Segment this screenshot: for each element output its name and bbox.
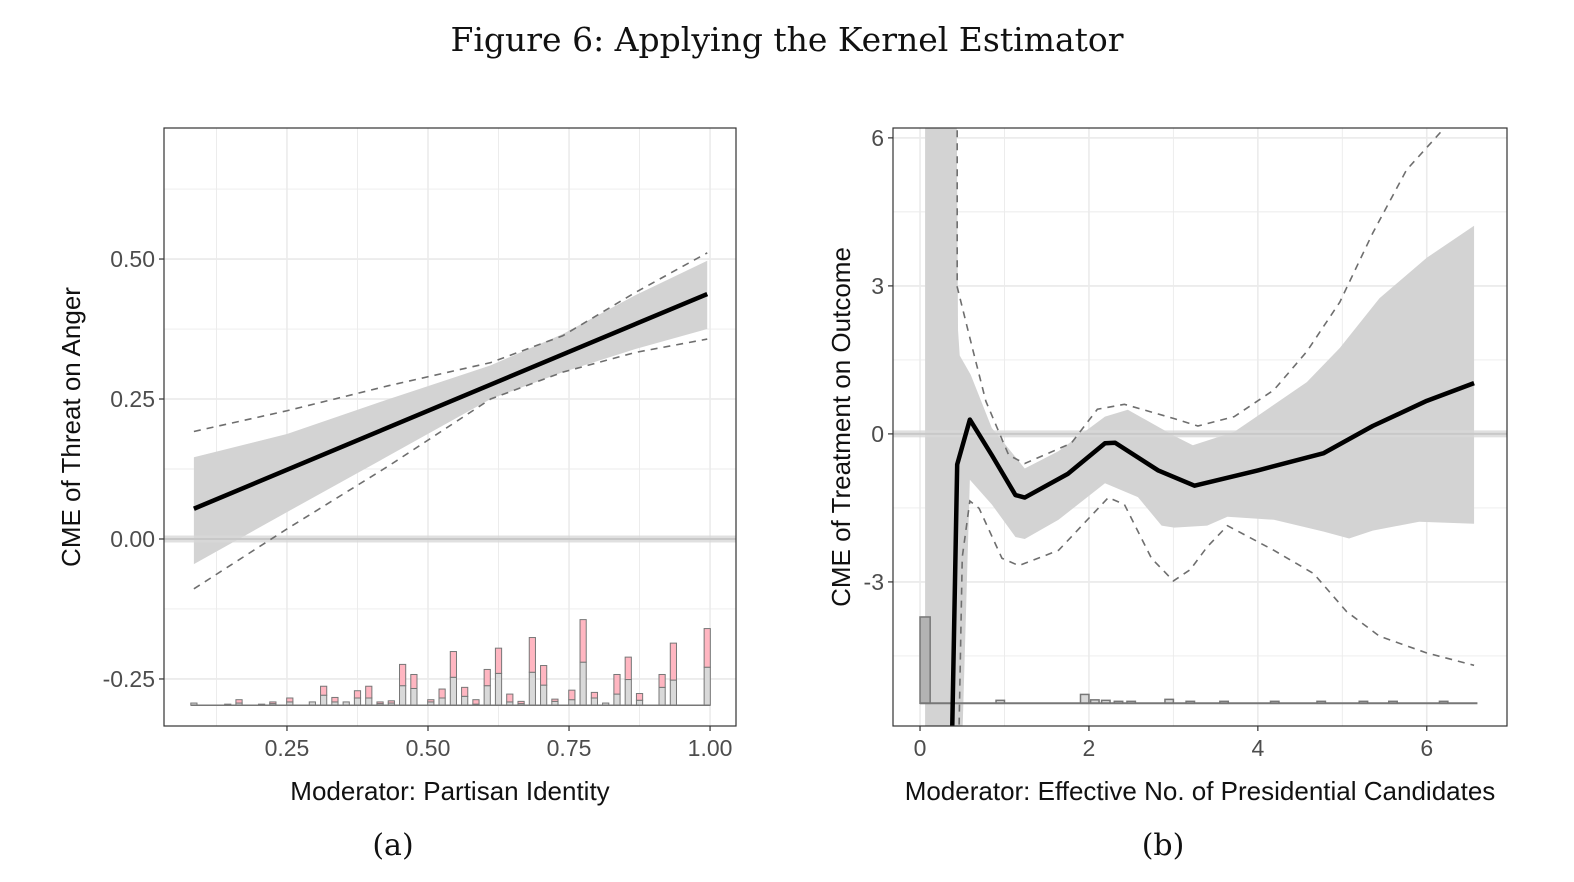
confidence-band xyxy=(193,260,708,565)
histogram-bar-treated xyxy=(399,663,407,687)
x-tick-label: 2 xyxy=(1083,735,1096,761)
x-tick-label: 0.25 xyxy=(265,735,310,761)
histogram-bar-control xyxy=(449,676,457,706)
histogram-bar-treated xyxy=(540,665,548,686)
x-tick-label: 4 xyxy=(1251,735,1264,761)
plot-border xyxy=(163,127,737,727)
histogram-bar-treated xyxy=(472,699,480,705)
histogram-bar-treated xyxy=(286,697,294,703)
caption-a: (a) xyxy=(372,828,414,863)
histogram-bar-control xyxy=(624,679,632,706)
panel-a-chart: 0.25 0.50 0.75 1.00 -0.25 0.00 0.25 0.50 Moderat… xyxy=(56,127,737,806)
histogram-bar-control xyxy=(353,697,362,706)
histogram-bar-control xyxy=(540,684,548,706)
y-tick-label: 3 xyxy=(871,273,884,299)
histogram-bar-treated xyxy=(517,700,525,705)
x-axis-label: Moderator: Effective No. of Presidential… xyxy=(905,776,1496,806)
y-tick-label: 0.50 xyxy=(110,246,155,272)
histogram-bar-control xyxy=(635,699,644,706)
histogram-bar-control xyxy=(528,671,536,706)
histogram-bar-control xyxy=(590,697,599,706)
histogram-bar-control xyxy=(365,697,373,706)
plot-area xyxy=(893,128,1507,726)
y-tick-label: -0.25 xyxy=(103,666,155,692)
histogram-bar-treated xyxy=(494,647,503,674)
figure-title: Figure 6: Applying the Kernel Estimator xyxy=(450,20,1124,59)
histogram-bar-control xyxy=(568,699,576,706)
histogram-bar-treated xyxy=(438,688,446,699)
histogram-bar-treated xyxy=(658,673,666,688)
histogram-bar-treated xyxy=(624,656,632,681)
histogram-bar-treated xyxy=(579,619,587,663)
y-tick-label: 0.25 xyxy=(110,386,155,412)
histogram-bar-treated xyxy=(331,696,339,703)
histogram-bar-control xyxy=(320,694,328,706)
dashed-lower-bound xyxy=(193,338,708,590)
x-axis-label: Moderator: Partisan Identity xyxy=(290,776,609,806)
histogram-bar-treated xyxy=(235,699,243,704)
y-tick-label: 6 xyxy=(871,125,884,151)
dashed-upper-bound xyxy=(193,252,708,433)
histogram-bar-treated xyxy=(376,701,384,705)
x-tick-label: 0.50 xyxy=(406,735,451,761)
histogram-bar-treated xyxy=(449,651,457,678)
y-tick-label: 0 xyxy=(871,421,884,447)
y-tick-label: -3 xyxy=(864,569,884,595)
histogram-bar-control xyxy=(494,672,503,706)
histogram-bar-control xyxy=(613,693,621,706)
histogram-bar-treated xyxy=(528,637,536,673)
histogram-bar-treated xyxy=(387,700,395,704)
dashed-upper-bound xyxy=(956,128,1446,465)
histogram-bar-control xyxy=(410,687,418,706)
histogram-bar-treated xyxy=(320,685,328,696)
panel-b-chart: 0 2 4 6 -3 0 3 6 Moderator: Effective No. of Pre… xyxy=(826,125,1508,806)
histogram-bar-control xyxy=(483,685,491,706)
x-tick-label: 0 xyxy=(914,735,927,761)
y-axis-label: CME of Threat on Anger xyxy=(56,287,86,567)
histogram-bar-treated xyxy=(551,698,559,702)
y-tick-label: 0.00 xyxy=(110,526,155,552)
histogram-bar-control xyxy=(399,685,407,706)
histogram-bar-treated xyxy=(568,689,576,701)
histogram-bar-treated xyxy=(703,628,711,668)
histogram-bar-control xyxy=(658,686,666,706)
histogram-bar-treated xyxy=(427,699,435,703)
histogram-bar-control xyxy=(579,661,587,706)
histogram-bar-treated xyxy=(269,701,277,705)
histogram-bar xyxy=(1079,693,1090,705)
histogram-bar-treated xyxy=(365,685,373,699)
confidence-band xyxy=(925,128,1475,726)
histogram-bar-treated xyxy=(506,693,514,703)
histogram-bar-treated xyxy=(461,686,469,697)
histogram-bar-control xyxy=(438,697,446,706)
estimate-line xyxy=(950,380,1475,726)
y-axis-label: CME of Treatment on Outcome xyxy=(826,247,856,607)
histogram-bar-treated xyxy=(353,690,362,699)
x-tick-label: 1.00 xyxy=(688,735,733,761)
x-tick-label: 6 xyxy=(1420,735,1433,761)
histogram-bar-treated xyxy=(669,642,677,681)
histogram-bar-treated xyxy=(635,693,644,701)
histogram-bar-treated xyxy=(590,691,599,699)
histogram-bar-control xyxy=(703,666,711,706)
caption-b: (b) xyxy=(1141,828,1185,863)
histogram-bar-treated xyxy=(613,673,621,695)
histogram-bar-control xyxy=(461,695,469,706)
histogram-bar xyxy=(919,616,931,705)
histogram-bar-control xyxy=(669,679,677,706)
estimate-line xyxy=(193,291,709,511)
plot-area xyxy=(164,128,736,726)
histogram-bar-treated xyxy=(410,673,418,689)
x-tick-label: 0.75 xyxy=(547,735,592,761)
histogram-bar-treated xyxy=(483,668,491,687)
plot-border xyxy=(892,127,1508,727)
